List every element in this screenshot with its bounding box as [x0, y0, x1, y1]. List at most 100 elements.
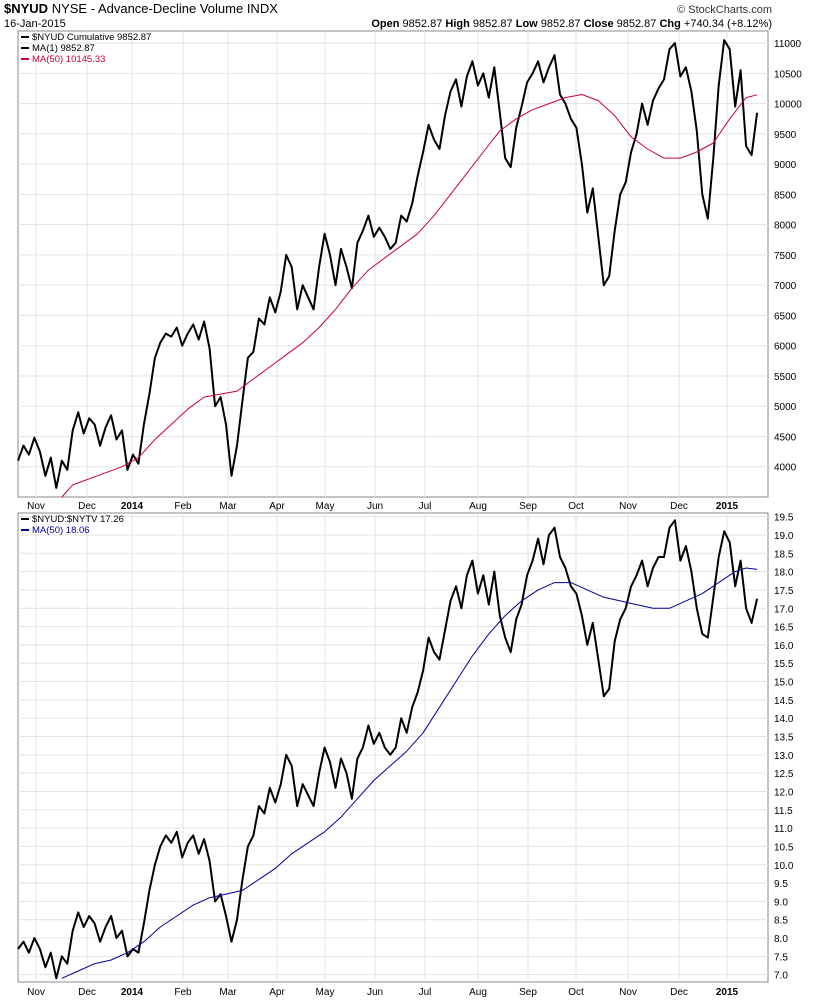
chg-label: Chg [659, 18, 681, 30]
close-label: Close [583, 18, 614, 30]
top-ma50-line [61, 94, 758, 498]
bottom-x-tick-label: 2014 [121, 987, 144, 998]
symbol: $NYUD [4, 1, 49, 16]
bottom-y-tick-label: 10.0 [774, 861, 794, 872]
chg-value: +740.34 (+8.12%) [683, 18, 772, 30]
bottom-x-tick-label: Nov [27, 987, 45, 998]
top-y-tick-label: 8500 [774, 190, 797, 201]
top-x-tick-label: Oct [568, 501, 584, 512]
top-y-tick-label: 6000 [774, 342, 797, 353]
open-value: 9852.87 [402, 18, 443, 30]
top-legend-entry: MA(1) 9852.87 [32, 43, 95, 54]
bottom-x-tick-label: Aug [469, 987, 487, 998]
bottom-y-tick-label: 17.0 [774, 604, 794, 615]
close-value: 9852.87 [616, 18, 657, 30]
top-plot-frame [17, 30, 769, 498]
top-x-tick-label: 2014 [121, 501, 144, 512]
bottom-x-tick-label: Feb [174, 987, 192, 998]
bottom-y-tick-label: 18.5 [774, 549, 794, 560]
bottom-y-tick-label: 9.5 [774, 879, 788, 890]
bottom-legend-entry: MA(50) 18.06 [32, 525, 90, 536]
top-legend-entry: MA(50) 10145.33 [32, 54, 105, 65]
bottom-y-tick-label: 19.0 [774, 531, 794, 542]
bottom-y-tick-label: 8.5 [774, 916, 788, 927]
bottom-y-tick-label: 16.0 [774, 641, 794, 652]
top-y-tick-label: 10000 [774, 100, 802, 111]
bottom-x-tick-label: Mar [219, 987, 237, 998]
bottom-plot-frame [17, 512, 769, 983]
bottom-y-tick-label: 9.0 [774, 897, 788, 908]
bottom-y-tick-label: 15.5 [774, 659, 794, 670]
bottom-y-tick-label: 18.0 [774, 568, 794, 579]
bottom-y-tick-label: 11.5 [774, 806, 793, 817]
bottom-x-tick-label: Oct [568, 987, 584, 998]
bottom-y-tick-label: 10.5 [774, 842, 794, 853]
top-x-tick-label: Apr [269, 501, 285, 512]
top-y-tick-label: 11000 [774, 39, 802, 50]
ohlc-readout: Open 9852.87 High 9852.87 Low 9852.87 Cl… [371, 18, 772, 30]
low-label: Low [515, 18, 538, 30]
top-y-tick-label: 9000 [774, 160, 797, 171]
bottom-x-tick-label: Dec [670, 987, 688, 998]
bottom-y-tick-label: 12.5 [774, 769, 794, 780]
top-x-tick-label: 2015 [716, 501, 739, 512]
top-y-tick-label: 6500 [774, 311, 797, 322]
top-x-tick-label: Nov [27, 501, 45, 512]
top-x-tick-label: Sep [519, 501, 537, 512]
top-x-tick-label: Mar [219, 501, 237, 512]
bottom-x-tick-label: Dec [78, 987, 96, 998]
bottom-y-tick-label: 16.5 [774, 623, 794, 634]
bottom-y-tick-label: 13.5 [774, 733, 794, 744]
top-x-tick-label: Feb [174, 501, 192, 512]
bottom-x-tick-label: Nov [619, 987, 637, 998]
bottom-y-tick-label: 15.0 [774, 678, 794, 689]
high-label: High [445, 18, 470, 30]
bottom-y-tick-label: 13.0 [774, 751, 794, 762]
top-x-tick-label: Jun [367, 501, 383, 512]
low-value: 9852.87 [540, 18, 581, 30]
bottom-ma50-line [61, 567, 758, 979]
bottom-x-tick-label: Jul [419, 987, 432, 998]
bottom-x-tick-label: Sep [519, 987, 537, 998]
top-x-tick-label: Nov [619, 501, 637, 512]
top-y-tick-label: 5000 [774, 402, 797, 413]
bottom-y-tick-label: 8.0 [774, 934, 788, 945]
bottom-x-tick-label: May [316, 987, 335, 998]
bottom-y-tick-label: 14.5 [774, 696, 794, 707]
top-x-tick-label: Jul [419, 501, 432, 512]
top-legend-entry: $NYUD Cumulative 9852.87 [32, 32, 151, 43]
bottom-x-tick-label: Apr [269, 987, 285, 998]
top-y-tick-label: 5500 [774, 372, 797, 383]
bottom-y-tick-label: 19.5 [774, 513, 794, 524]
bottom-legend-entry: $NYUD:$NYTV 17.26 [32, 514, 124, 525]
exchange-name: NYSE - Advance-Decline Volume [51, 1, 244, 16]
top-x-tick-label: Dec [78, 501, 96, 512]
top-y-tick-label: 4500 [774, 432, 797, 443]
top-x-tick-label: Dec [670, 501, 688, 512]
top-y-tick-label: 8000 [774, 221, 797, 232]
chart-date: 16-Jan-2015 [4, 18, 66, 30]
brand-watermark[interactable]: © StockCharts.com [677, 4, 772, 16]
top-y-tick-label: 7000 [774, 281, 797, 292]
high-value: 9852.87 [472, 18, 513, 30]
top-y-tick-label: 9500 [774, 130, 797, 141]
bottom-y-tick-label: 17.5 [774, 586, 794, 597]
bottom-x-tick-label: Jun [367, 987, 383, 998]
top-price-line [17, 39, 759, 489]
bottom-x-tick-label: 2015 [716, 987, 739, 998]
open-label: Open [371, 18, 400, 30]
index-type: INDX [246, 1, 278, 16]
top-y-tick-label: 7500 [774, 251, 797, 262]
bottom-y-tick-label: 14.0 [774, 714, 794, 725]
top-y-tick-label: 10500 [774, 69, 802, 80]
bottom-y-tick-label: 12.0 [774, 787, 794, 798]
bottom-y-tick-label: 7.5 [774, 952, 788, 963]
bottom-price-line [17, 519, 759, 980]
top-x-tick-label: May [316, 501, 335, 512]
bottom-y-tick-label: 11.0 [774, 824, 793, 835]
bottom-y-tick-label: 7.0 [774, 971, 788, 982]
top-y-tick-label: 4000 [774, 463, 797, 474]
top-x-tick-label: Aug [469, 501, 487, 512]
symbol-line: $NYUD NYSE - Advance-Decline Volume INDX [4, 1, 278, 16]
